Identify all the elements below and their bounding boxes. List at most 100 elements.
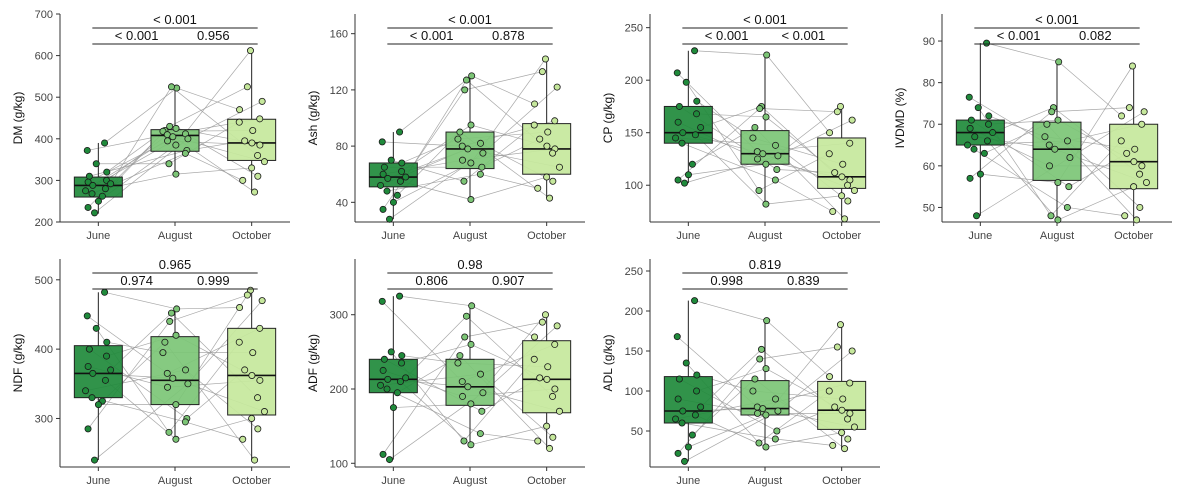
data-point [1051, 145, 1059, 153]
data-point [166, 317, 174, 325]
data-point [1138, 120, 1146, 128]
data-point [251, 456, 259, 464]
data-point [546, 444, 554, 452]
y-tick-label: 500 [35, 92, 53, 104]
paired-line [694, 50, 767, 56]
x-tick-label: October [527, 475, 566, 487]
data-point [166, 122, 174, 130]
paired-line [187, 300, 263, 385]
data-point [462, 76, 470, 84]
data-point [965, 93, 973, 101]
y-tick-label: 80 [336, 141, 348, 153]
data-point [462, 312, 470, 320]
data-point [983, 39, 991, 47]
data-point [464, 383, 472, 391]
data-point [684, 443, 692, 451]
p-value-label: < 0.001 [997, 28, 1041, 43]
y-tick-label: 150 [625, 346, 643, 358]
data-point [772, 395, 780, 403]
paired-line [677, 108, 760, 181]
data-point [172, 170, 180, 178]
data-point [456, 128, 464, 136]
box-august [150, 336, 200, 406]
data-point [759, 150, 767, 158]
y-tick-label: 120 [330, 85, 348, 97]
data-point [468, 72, 476, 80]
paired-line [759, 108, 838, 113]
p-value-label: 0.839 [787, 273, 820, 288]
data-point [460, 437, 468, 445]
data-point [974, 104, 982, 112]
data-point [757, 345, 765, 353]
data-point [966, 174, 974, 182]
data-point [848, 116, 856, 124]
data-point [477, 139, 485, 147]
paired-line [175, 167, 252, 175]
paired-line [482, 325, 558, 393]
data-point [377, 181, 385, 189]
y-tick-label: 300 [330, 310, 348, 322]
data-point [1055, 58, 1063, 66]
data-point [691, 297, 699, 305]
data-point [763, 317, 771, 325]
data-point [159, 349, 167, 357]
data-point [88, 190, 96, 198]
x-tick-label: August [453, 475, 487, 487]
data-point [256, 115, 264, 123]
x-tick-label: October [1114, 230, 1153, 242]
data-point [379, 170, 387, 178]
data-point [964, 141, 972, 149]
data-point [248, 414, 256, 422]
data-point [387, 348, 395, 356]
paired-line [765, 195, 842, 205]
data-point [838, 173, 846, 181]
data-point [674, 176, 682, 184]
data-point [89, 369, 97, 377]
data-point [101, 139, 109, 147]
data-point [92, 160, 100, 168]
data-point [825, 150, 833, 158]
data-point [479, 389, 487, 397]
paired-line [386, 388, 481, 434]
data-point [983, 137, 991, 145]
data-point [1123, 149, 1131, 157]
paired-line [382, 89, 465, 210]
y-tick-label: 100 [625, 386, 643, 398]
data-point [841, 215, 849, 223]
x-tick-label: August [748, 230, 782, 242]
data-point [467, 196, 475, 204]
data-point [396, 292, 404, 300]
data-point [478, 407, 486, 415]
data-point [163, 369, 171, 377]
paired-line [187, 101, 263, 140]
data-point [454, 359, 462, 367]
data-point [172, 435, 180, 443]
data-point [691, 411, 699, 419]
data-point [846, 139, 854, 147]
data-point [1130, 183, 1138, 191]
x-tick-label: August [158, 475, 192, 487]
data-point [751, 123, 759, 131]
data-point [836, 321, 844, 329]
paired-line [1069, 111, 1145, 158]
data-point [762, 365, 770, 373]
data-point [82, 187, 90, 195]
data-point [103, 338, 111, 346]
y-tick-label: 40 [336, 197, 348, 209]
paired-line [386, 173, 481, 192]
y-tick-label: 300 [35, 413, 53, 425]
data-point [771, 176, 779, 184]
data-point [693, 387, 701, 395]
data-point [838, 192, 846, 200]
p-value-label: < 0.001 [781, 28, 825, 43]
box-june [73, 176, 123, 198]
data-point [551, 117, 559, 125]
data-point [1054, 216, 1062, 224]
data-point [241, 137, 249, 145]
paired-line [777, 119, 853, 157]
data-point [850, 186, 858, 194]
y-tick-label: 160 [330, 29, 348, 41]
data-point [383, 385, 391, 393]
data-point [762, 113, 770, 121]
paired-line [399, 75, 472, 133]
